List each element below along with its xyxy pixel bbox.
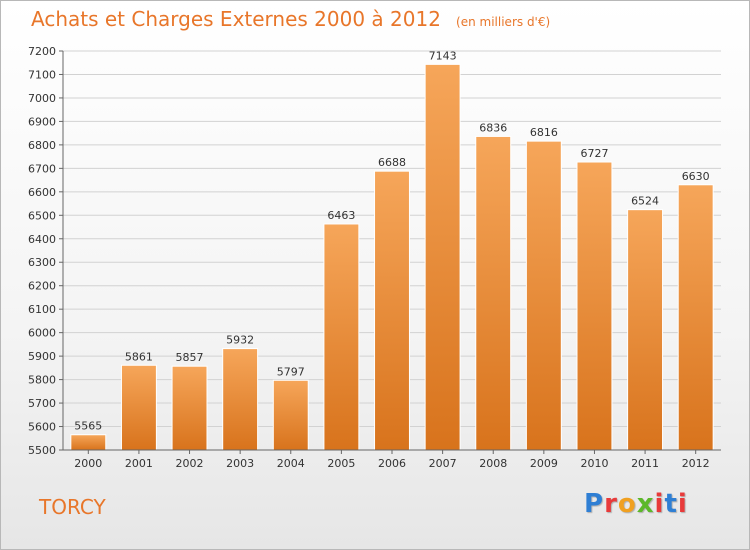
data-label: 5797 xyxy=(277,365,305,378)
x-tick-label: 2012 xyxy=(682,457,710,470)
data-label: 5857 xyxy=(176,351,204,364)
x-tick-label: 2004 xyxy=(277,457,305,470)
y-tick-label: 5600 xyxy=(28,421,56,434)
data-label: 6630 xyxy=(682,170,710,183)
bar xyxy=(120,364,157,451)
chart-subtitle: (en milliers d'€) xyxy=(456,15,551,29)
x-tick-label: 2006 xyxy=(378,457,406,470)
x-tick-label: 2011 xyxy=(631,457,659,470)
y-tick-label: 5500 xyxy=(28,444,56,457)
data-label: 5565 xyxy=(74,420,102,433)
y-tick-label: 5800 xyxy=(28,374,56,387)
bar xyxy=(576,161,613,451)
y-tick-label: 7000 xyxy=(28,92,56,105)
x-tick-label: 2008 xyxy=(479,457,507,470)
y-tick-label: 5700 xyxy=(28,397,56,410)
y-tick-label: 6400 xyxy=(28,233,56,246)
bar xyxy=(323,223,360,451)
data-label: 5861 xyxy=(125,350,153,363)
chart-title: Achats et Charges Externes 2000 à 2012 xyxy=(31,7,441,31)
logo-letter: o xyxy=(617,489,637,519)
x-tick-label: 2001 xyxy=(125,457,153,470)
y-tick-label: 5900 xyxy=(28,350,56,363)
logo-letter: t xyxy=(664,489,678,519)
data-label: 6727 xyxy=(580,147,608,160)
y-tick-label: 6800 xyxy=(28,139,56,152)
logo-letter: P xyxy=(584,489,605,519)
bar xyxy=(525,140,562,451)
y-tick-label: 7100 xyxy=(28,68,56,81)
data-label: 6524 xyxy=(631,195,659,208)
x-tick-label: 2010 xyxy=(580,457,608,470)
logo-letter: r xyxy=(604,489,618,519)
y-tick-label: 6500 xyxy=(28,209,56,222)
x-tick-label: 2009 xyxy=(530,457,558,470)
data-label: 6836 xyxy=(479,121,507,134)
data-label: 5932 xyxy=(226,334,254,347)
place-name: TORCY xyxy=(39,495,106,519)
bar xyxy=(677,184,714,451)
x-tick-label: 2000 xyxy=(74,457,102,470)
y-tick-label: 6600 xyxy=(28,186,56,199)
x-tick-label: 2007 xyxy=(429,457,457,470)
y-tick-label: 6300 xyxy=(28,256,56,269)
bar xyxy=(70,434,107,451)
y-tick-label: 6000 xyxy=(28,327,56,340)
proxiti-logo[interactable]: Proxiti xyxy=(584,489,688,519)
bar xyxy=(222,348,259,451)
bar xyxy=(272,379,309,451)
data-label: 6463 xyxy=(327,209,355,222)
logo-letter: i xyxy=(654,489,665,519)
y-tick-label: 6100 xyxy=(28,303,56,316)
logo-letter: i xyxy=(677,489,688,519)
bars xyxy=(70,63,714,451)
x-tick-label: 2002 xyxy=(176,457,204,470)
title-block: Achats et Charges Externes 2000 à 2012 (… xyxy=(31,7,550,31)
bar xyxy=(475,135,512,451)
y-tick-label: 6200 xyxy=(28,280,56,293)
y-tick-label: 7200 xyxy=(28,45,56,58)
axes: 5500 5600 5700 5800 5900 6000 6100 6200 6300 6400… xyxy=(28,45,721,470)
logo-letter: x xyxy=(636,489,655,519)
y-tick-label: 6900 xyxy=(28,115,56,128)
x-tick-label: 2005 xyxy=(327,457,355,470)
x-tick-label: 2003 xyxy=(226,457,254,470)
bar xyxy=(424,63,461,451)
bar xyxy=(627,209,664,451)
data-labels: 5565 5861 5857 5932 5797 6463 6688 7143 6836 6816… xyxy=(74,49,709,432)
data-label: 6816 xyxy=(530,126,558,139)
y-tick-label: 6700 xyxy=(28,162,56,175)
bar xyxy=(374,170,410,451)
data-label: 7143 xyxy=(429,49,457,62)
bar xyxy=(171,365,208,451)
data-label: 6688 xyxy=(378,156,406,169)
